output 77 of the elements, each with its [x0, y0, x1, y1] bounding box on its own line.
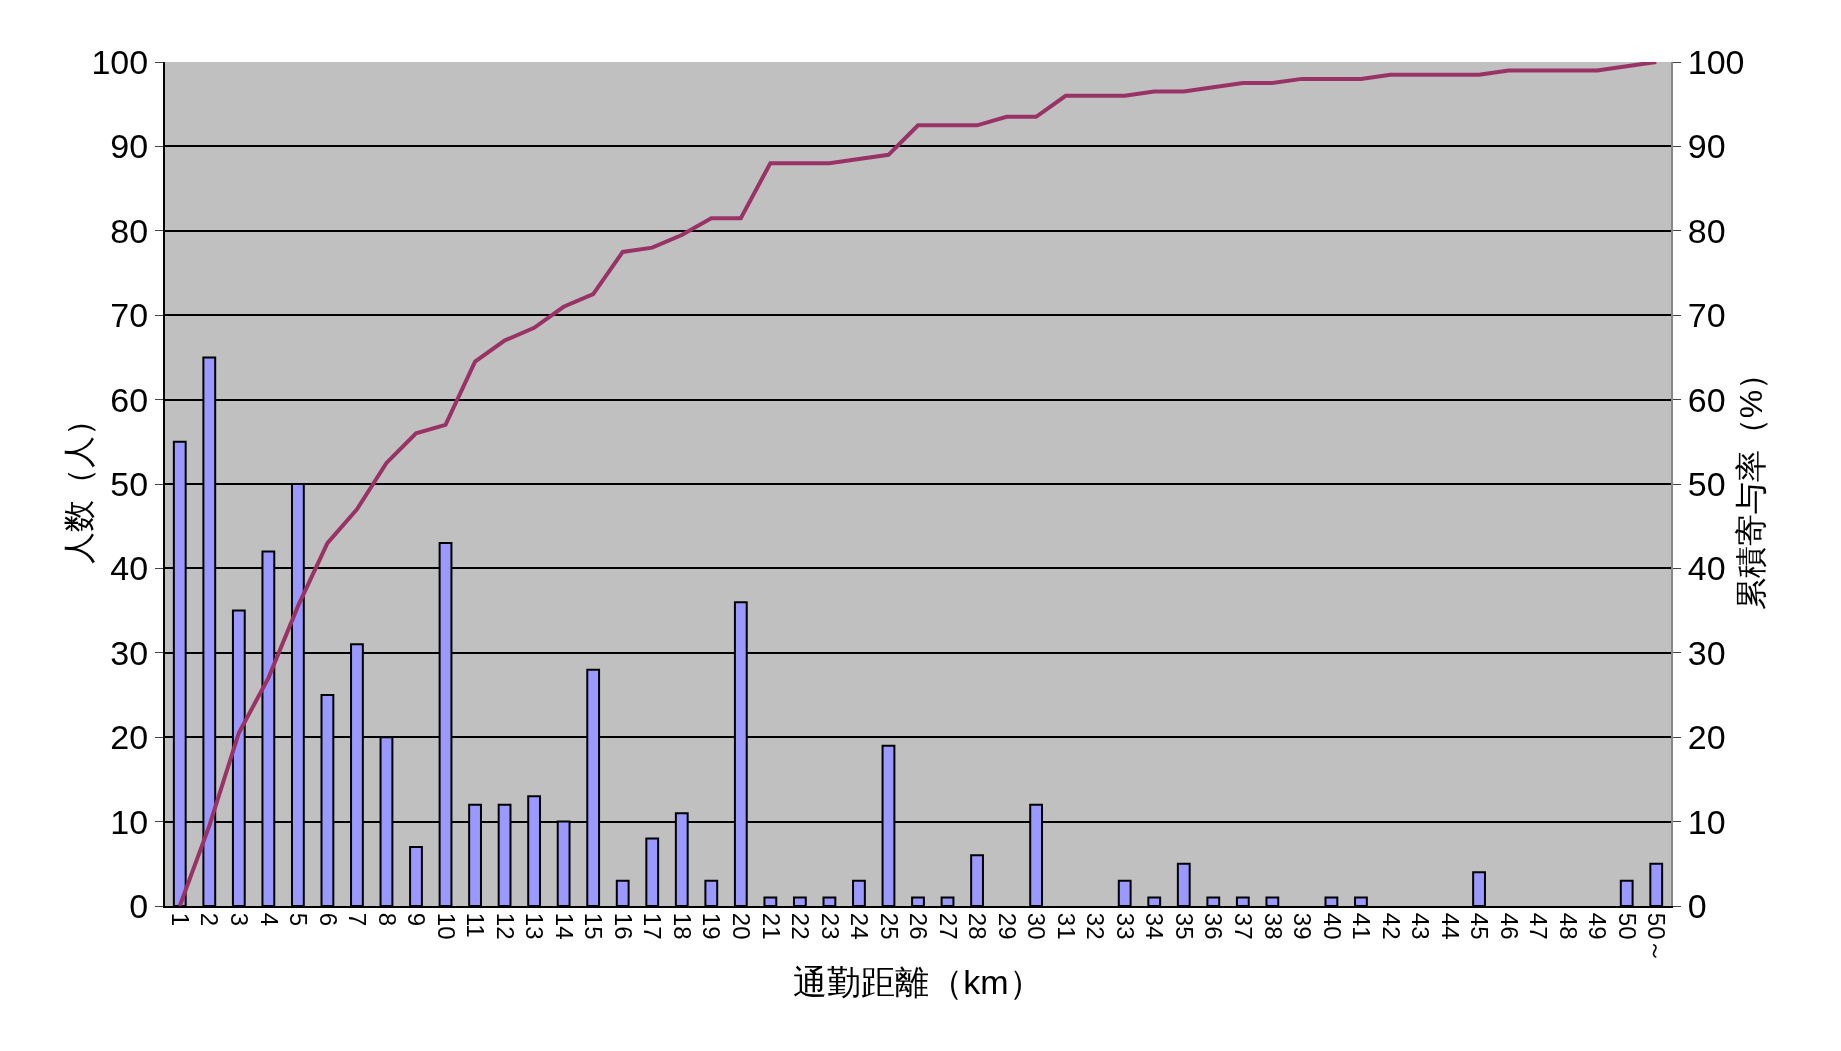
x-tick-label: 5 [285, 912, 313, 927]
x-tick-label: 4 [255, 912, 283, 927]
x-tick-label: 23 [816, 912, 844, 940]
y2-tick-label: 0 [1687, 886, 1707, 925]
x-tick-label: 32 [1082, 912, 1110, 940]
x-tick-label: 15 [580, 912, 608, 940]
y2-tick-label: 50 [1687, 464, 1726, 503]
x-tick-label: 17 [639, 912, 667, 940]
x-tick-label: 46 [1495, 912, 1523, 940]
y2-tick-label: 100 [1687, 42, 1745, 81]
y-tick-label: 80 [110, 211, 149, 250]
x-tick-label: 9 [403, 912, 431, 927]
x-tick-label: 11 [462, 912, 490, 938]
x-tick-label: 41 [1348, 912, 1376, 940]
y-tick-label: 0 [129, 886, 149, 925]
y2-tick-label: 40 [1687, 549, 1726, 588]
line-series [177, 62, 1659, 906]
x-tick-label: 21 [757, 912, 785, 940]
y-tick-label: 30 [110, 633, 149, 672]
y2-tick-label: 70 [1687, 296, 1726, 335]
x-tick-label: 43 [1407, 912, 1435, 940]
y-tick-label: 20 [110, 718, 149, 757]
x-tick-label: 18 [668, 912, 696, 940]
x-tick-label: 39 [1289, 912, 1317, 940]
x-tick-label: 42 [1377, 912, 1405, 940]
x-tick-label: 16 [609, 912, 637, 940]
y-tick-label: 50 [110, 464, 149, 503]
y2-tick-label: 20 [1687, 718, 1726, 757]
x-tick-label: 19 [698, 912, 726, 940]
y-tick-label: 60 [110, 380, 149, 419]
y-axis-title: 人数（人） [61, 404, 97, 564]
x-tick-label: 13 [521, 912, 549, 940]
x-tick-label: 2 [196, 912, 224, 927]
x-tick-label: 20 [728, 912, 756, 940]
x-tick-label: 24 [846, 912, 874, 940]
y2-tick-label: 90 [1687, 127, 1726, 166]
x-tick-label: 6 [314, 912, 342, 927]
x-tick-label: 12 [491, 912, 519, 940]
x-tick-label: 28 [964, 912, 992, 940]
x-tick-label: 40 [1318, 912, 1346, 940]
x-tick-label: 26 [905, 912, 933, 940]
x-tick-label: 48 [1554, 912, 1582, 940]
y-tick-label: 10 [110, 802, 149, 841]
y-tick-label: 100 [91, 42, 149, 81]
x-tick-label: 8 [373, 912, 401, 927]
x-tick-label: 10 [432, 912, 460, 940]
x-tick-label: 47 [1525, 912, 1553, 940]
x-tick-label: 25 [875, 912, 903, 940]
y2-tick-label: 80 [1687, 211, 1726, 250]
x-tick-label: 3 [226, 912, 254, 927]
x-tick-label: 7 [344, 912, 372, 927]
x-tick-label: 34 [1141, 912, 1169, 940]
y2-axis-title: 累積寄与率（%） [1733, 357, 1769, 611]
x-tick-label: 45 [1466, 912, 1494, 940]
x-tick-label: 38 [1259, 912, 1287, 940]
x-tick-label: 50～ [1643, 912, 1671, 964]
x-tick-label: 30 [1023, 912, 1051, 940]
x-axis-title: 通勤距離（km） [793, 963, 1043, 1002]
x-tick-label: 35 [1170, 912, 1198, 940]
y2-tick-label: 30 [1687, 633, 1726, 672]
x-tick-label: 29 [993, 912, 1021, 940]
x-tick-label: 50 [1613, 912, 1641, 940]
x-tick-label: 49 [1584, 912, 1612, 940]
y-tick-label: 90 [110, 127, 149, 166]
x-tick-label: 37 [1230, 912, 1258, 940]
y2-tick-label: 60 [1687, 380, 1726, 419]
x-tick-label: 44 [1436, 912, 1464, 940]
x-tick-label: 33 [1111, 912, 1139, 940]
x-tick-label: 27 [934, 912, 962, 940]
x-tick-label: 22 [787, 912, 815, 940]
y-tick-label: 70 [110, 296, 149, 335]
x-tick-label: 31 [1052, 912, 1080, 940]
y2-tick-label: 10 [1687, 802, 1726, 841]
x-tick-label: 1 [166, 912, 194, 927]
x-tick-label: 14 [550, 912, 578, 940]
y-tick-label: 40 [110, 549, 149, 588]
x-tick-label: 36 [1200, 912, 1228, 940]
